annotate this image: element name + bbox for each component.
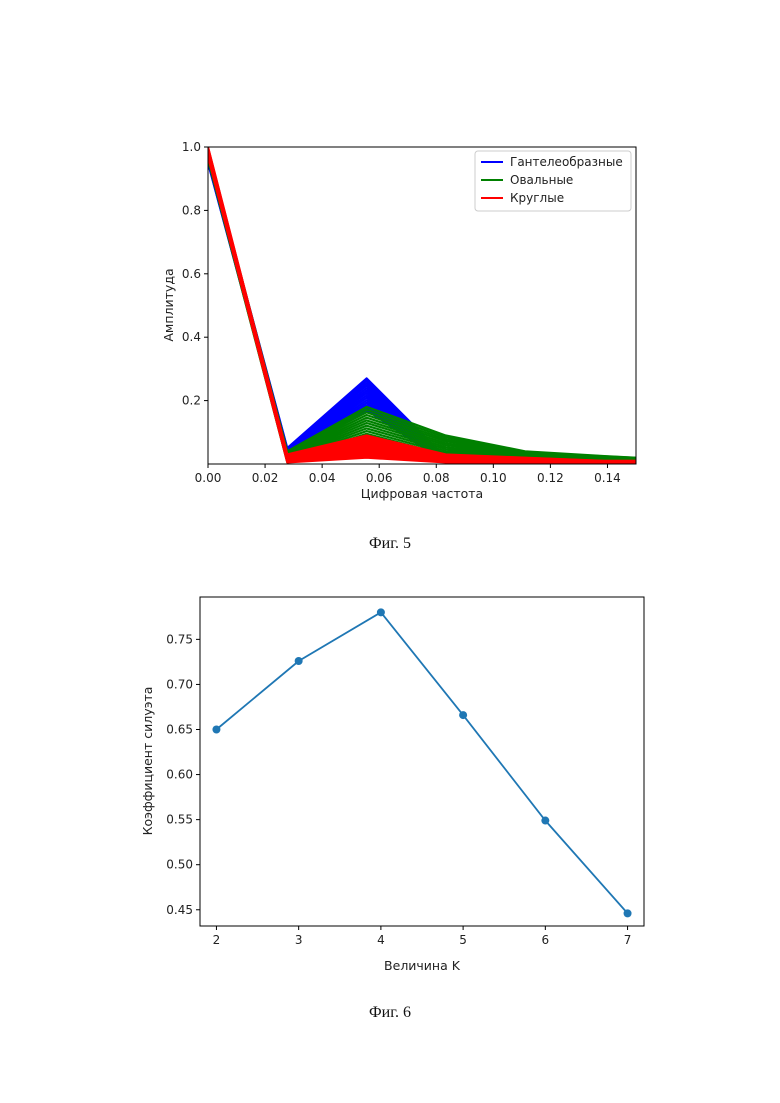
- x-axis-ticks: 0.00 0.02 0.04 0.06 0.08 0.10 0.12 0.14: [195, 464, 621, 485]
- y-axis-label: Амплитуда: [161, 268, 176, 341]
- x-tick-label: 4: [377, 933, 385, 947]
- silhouette-line: [216, 612, 627, 913]
- y-tick-label: 0.45: [166, 903, 193, 917]
- y-tick-label: 0.50: [166, 858, 193, 872]
- y-axis-label-2: Коэффициент силуэта: [140, 687, 155, 836]
- amplitude-chart: 0.000.020.040.060.080.100.120.14 0.20.40…: [161, 140, 636, 501]
- silhouette-series: [212, 608, 631, 917]
- figure-caption-6: Фиг. 6: [0, 1004, 780, 1022]
- y-tick-label: 0.55: [166, 813, 193, 827]
- legend-label-oval: Овальные: [510, 173, 573, 187]
- x-tick-label: 5: [459, 933, 467, 947]
- x-tick-label: 0.02: [252, 471, 279, 485]
- x-axis-ticks-2: 2 3 4 5 6 7: [213, 926, 632, 947]
- x-tick-label: 0.06: [366, 471, 393, 485]
- y-tick-label: 0.65: [166, 723, 193, 737]
- legend-label-dumbbell: Гантелеобразные: [510, 155, 623, 169]
- y-tick-label: 0.70: [166, 677, 193, 691]
- x-tick-label: 3: [295, 933, 303, 947]
- y-tick-label: 0.60: [166, 768, 193, 782]
- x-axis-label: Цифровая частота: [361, 486, 483, 501]
- legend-label-round: Круглые: [510, 191, 564, 205]
- y-tick-label: 1.0: [182, 140, 201, 154]
- data-point: [295, 657, 303, 665]
- data-point: [377, 608, 385, 616]
- data-point: [459, 711, 467, 719]
- data-point: [624, 909, 632, 917]
- x-tick-label: 0.10: [480, 471, 507, 485]
- x-tick-label: 0.12: [537, 471, 564, 485]
- data-point: [541, 817, 549, 825]
- y-tick-label: 0.75: [166, 632, 193, 646]
- y-tick-label: 0.2: [182, 394, 201, 408]
- data-point: [212, 726, 220, 734]
- x-tick-label: 0.14: [594, 471, 621, 485]
- y-axis-ticks: 0.2 0.4 0.6 0.8 1.0: [182, 140, 208, 408]
- y-tick-label: 0.8: [182, 203, 201, 217]
- y-tick-label: 0.4: [182, 330, 201, 344]
- x-tick-label: 0.08: [423, 471, 450, 485]
- plot-frame-2: [200, 597, 644, 926]
- y-tick-label: 0.6: [182, 267, 201, 281]
- x-tick-label: 6: [542, 933, 550, 947]
- y-axis-ticks-2: 0.45 0.50 0.55 0.60 0.65 0.70 0.75: [166, 632, 200, 916]
- x-axis-label-2: Величина K: [384, 958, 461, 973]
- x-tick-label: 7: [624, 933, 632, 947]
- x-tick-label: 2: [213, 933, 221, 947]
- legend: Гантелеобразные Овальные Круглые: [475, 151, 631, 211]
- figure-caption-5: Фиг. 5: [0, 535, 780, 553]
- x-tick-label: 0.00: [195, 471, 222, 485]
- silhouette-chart: 2 3 4 5 6 7 0.45 0.50 0.55 0.60 0.65 0.70 0.75 Вели…: [140, 597, 644, 973]
- x-tick-label: 0.04: [309, 471, 336, 485]
